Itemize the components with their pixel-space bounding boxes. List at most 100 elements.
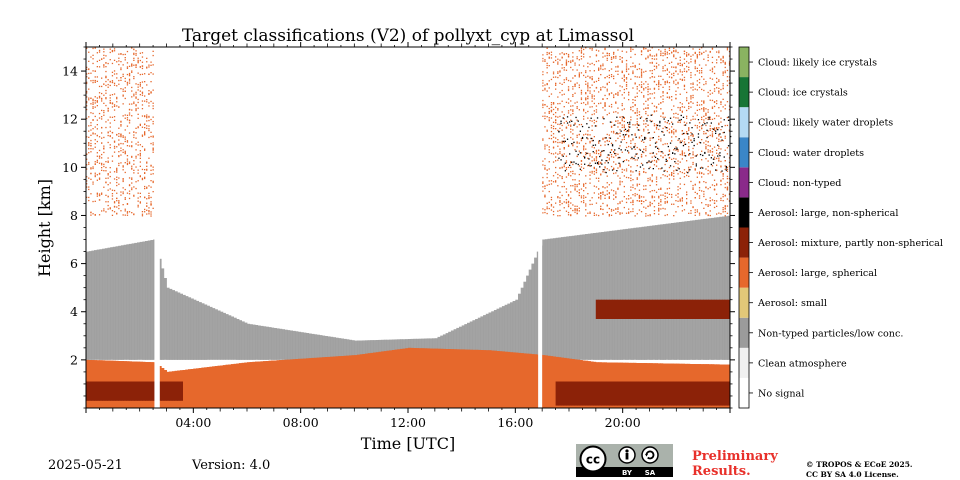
- layer-pixel: [580, 97, 583, 99]
- layer-pixel: [722, 211, 724, 213]
- layer-pixel: [552, 153, 555, 155]
- layer-pixel: [664, 202, 666, 204]
- layer-column: [102, 248, 106, 360]
- layer-pixel: [709, 200, 711, 202]
- layer-pixel: [152, 148, 154, 150]
- layer-pixel: [662, 67, 664, 70]
- layer-pixel: [677, 150, 679, 152]
- layer-pixel: [628, 134, 630, 137]
- layer-pixel: [698, 182, 701, 184]
- layer-pixel: [585, 92, 587, 94]
- layer-column: [633, 227, 637, 360]
- layer-pixel: [559, 115, 561, 118]
- layer-pixel: [576, 56, 578, 58]
- layer-pixel: [636, 92, 638, 94]
- layer-pixel: [606, 133, 608, 136]
- layer-column: [131, 243, 135, 360]
- layer-pixel: [630, 142, 632, 144]
- layer-pixel: [673, 215, 675, 217]
- layer-pixel: [701, 118, 703, 121]
- layer-pixel: [705, 143, 707, 146]
- layer-pixel: [550, 199, 553, 201]
- layer-pixel: [608, 197, 610, 199]
- layer-column: [459, 349, 463, 408]
- layer-pixel: [688, 54, 690, 56]
- layer-column: [330, 356, 334, 408]
- layer-pixel: [592, 139, 594, 142]
- layer-pixel: [632, 106, 634, 108]
- layer-pixel: [625, 81, 628, 83]
- layer-pixel: [720, 160, 722, 163]
- layer-pixel: [585, 97, 587, 99]
- layer-pixel: [647, 57, 649, 59]
- layer-pixel: [573, 161, 575, 163]
- colorbar-label: Cloud: water droplets: [758, 148, 864, 159]
- layer-pixel: [105, 104, 107, 107]
- layer-pixel: [105, 170, 107, 172]
- layer-pixel: [592, 144, 594, 146]
- layer-pixel: [604, 105, 606, 107]
- layer-pixel: [638, 76, 641, 78]
- layer-pixel: [662, 174, 664, 176]
- layer-pixel: [655, 58, 658, 60]
- layer-pixel: [559, 201, 561, 203]
- layer-pixel: [675, 200, 677, 202]
- layer-pixel: [633, 146, 635, 149]
- layer-pixel: [655, 67, 658, 69]
- layer-pixel: [122, 143, 124, 145]
- layer-pixel: [620, 130, 622, 132]
- layer-pixel: [647, 161, 649, 163]
- layer-pixel: [701, 100, 703, 102]
- layer-pixel: [653, 92, 656, 94]
- layer-column: [708, 299, 712, 319]
- layer-column: [566, 236, 570, 360]
- layer-pixel: [613, 94, 615, 96]
- layer-column: [134, 381, 138, 401]
- layer-pixel: [709, 116, 711, 118]
- layer-pixel: [594, 162, 597, 164]
- layer-pixel: [563, 141, 565, 144]
- layer-pixel: [585, 215, 587, 217]
- layer-column: [638, 299, 642, 319]
- layer-pixel: [144, 149, 146, 151]
- layer-column: [724, 299, 728, 319]
- colorbar-label: Aerosol: mixture, partly non-spherical: [757, 238, 943, 249]
- layer-pixel: [567, 174, 570, 176]
- layer-pixel: [92, 58, 94, 60]
- layer-pixel: [122, 151, 124, 153]
- layer-pixel: [675, 211, 677, 213]
- layer-column: [531, 263, 535, 360]
- layer-pixel: [118, 106, 120, 108]
- layer-pixel: [716, 213, 718, 215]
- layer-column: [177, 292, 181, 360]
- layer-pixel: [109, 84, 111, 87]
- layer-pixel: [666, 81, 668, 84]
- layer-pixel: [613, 96, 615, 98]
- layer-pixel: [643, 48, 645, 50]
- layer-column: [456, 327, 460, 360]
- layer-pixel: [608, 214, 610, 216]
- layer-column: [501, 306, 505, 360]
- layer-pixel: [628, 177, 630, 179]
- layer-pixel: [605, 160, 607, 162]
- layer-pixel: [651, 197, 653, 199]
- layer-pixel: [563, 185, 565, 188]
- layer-pixel: [638, 68, 641, 70]
- layer-pixel: [653, 210, 656, 212]
- layer-pixel: [628, 145, 630, 148]
- layer-pixel: [604, 162, 606, 164]
- layer-pixel: [664, 81, 666, 84]
- layer-column: [185, 369, 189, 408]
- layer-pixel: [135, 187, 137, 190]
- layer-pixel: [135, 166, 137, 168]
- layer-pixel: [679, 183, 681, 185]
- layer-column: [206, 367, 210, 408]
- layer-pixel: [640, 203, 643, 205]
- layer-pixel: [674, 147, 676, 150]
- layer-pixel: [559, 141, 561, 144]
- layer-pixel: [692, 157, 694, 159]
- layer-pixel: [711, 92, 714, 94]
- layer-pixel: [666, 170, 668, 173]
- layer-pixel: [555, 160, 557, 162]
- layer-pixel: [701, 104, 703, 106]
